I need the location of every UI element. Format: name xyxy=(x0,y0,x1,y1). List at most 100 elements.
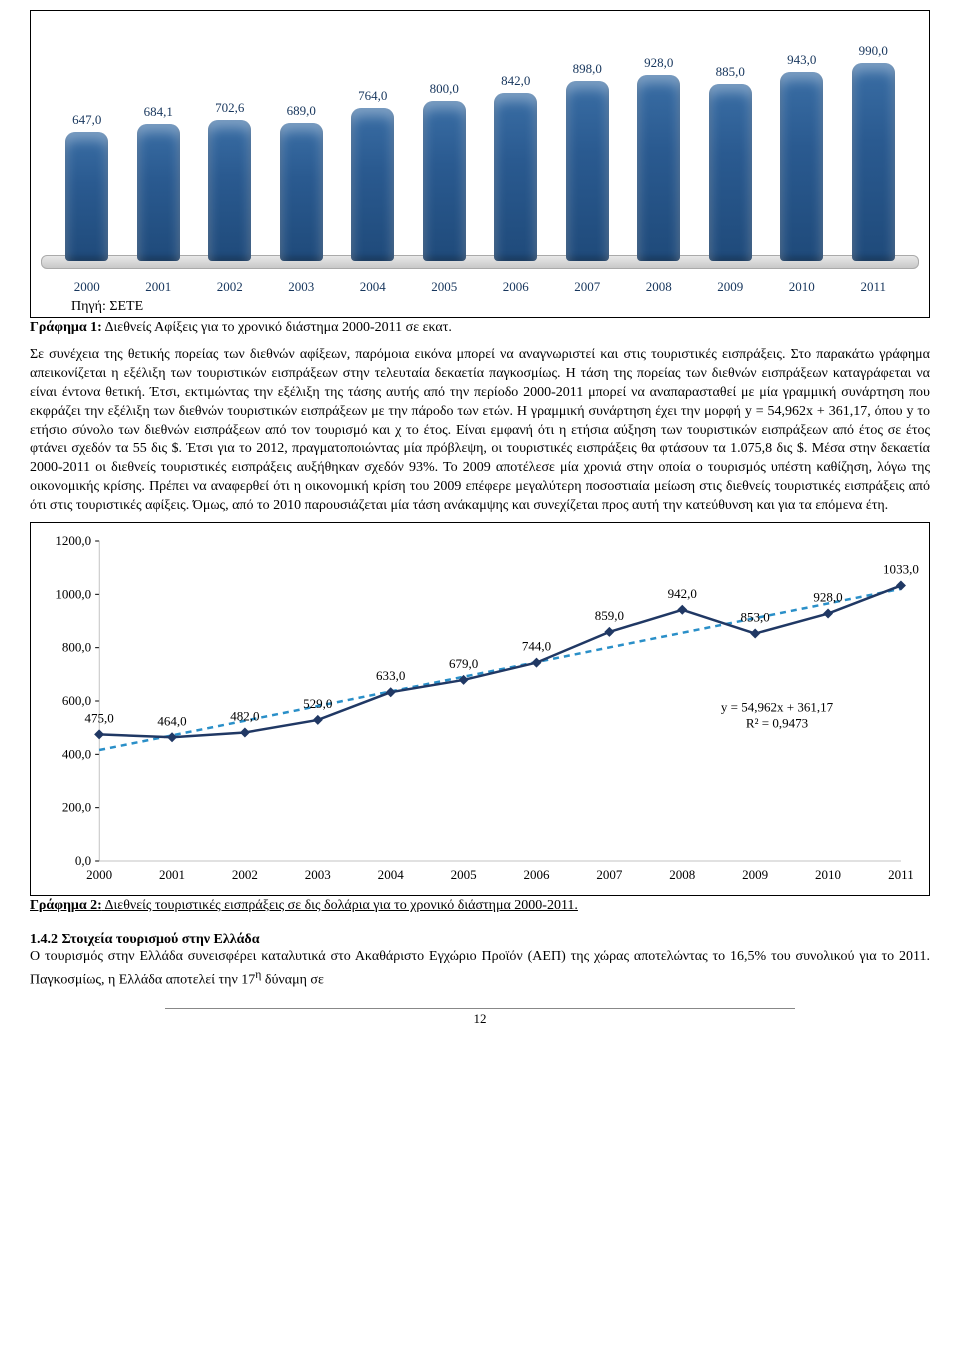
chart-source: Πηγή: ΣΕΤΕ xyxy=(41,299,919,315)
bar-chart-xaxis: 2000200120022003200420052006200720082009… xyxy=(41,279,919,295)
svg-text:200,0: 200,0 xyxy=(62,800,91,815)
svg-text:529,0: 529,0 xyxy=(303,696,332,711)
bar-data-label: 800,0 xyxy=(430,81,459,97)
bar-data-label: 684,1 xyxy=(144,104,173,120)
bar-col: 689,0 xyxy=(266,21,338,261)
svg-text:744,0: 744,0 xyxy=(522,639,551,654)
bar-xtick: 2010 xyxy=(766,279,838,295)
bar-col: 702,6 xyxy=(194,21,266,261)
bar-col: 928,0 xyxy=(623,21,695,261)
bar-xtick: 2005 xyxy=(409,279,481,295)
svg-text:1000,0: 1000,0 xyxy=(55,586,91,601)
bar-rect xyxy=(423,101,466,261)
bar-data-label: 898,0 xyxy=(573,61,602,77)
bar-xtick: 2008 xyxy=(623,279,695,295)
bar-xtick: 2003 xyxy=(266,279,338,295)
bar-col: 885,0 xyxy=(695,21,767,261)
bar-data-label: 885,0 xyxy=(716,64,745,80)
section-heading: 1.4.2 Στοιχεία τουρισμού στην Ελλάδα xyxy=(30,932,930,948)
svg-text:2011: 2011 xyxy=(888,867,914,882)
line-chart-plot: 0,0 200,0 400,0 600,0 800,0 1000,0 1200,0 475,0… xyxy=(39,531,921,891)
svg-text:633,0: 633,0 xyxy=(376,668,405,683)
caption-1-bold: Γράφημα 1: xyxy=(30,320,102,335)
bar-col: 800,0 xyxy=(409,21,481,261)
svg-text:2004: 2004 xyxy=(378,867,405,882)
svg-text:464,0: 464,0 xyxy=(157,713,186,728)
bar-rect xyxy=(780,72,823,261)
bar-xtick: 2011 xyxy=(838,279,910,295)
svg-text:2007: 2007 xyxy=(596,867,623,882)
bar-xtick: 2000 xyxy=(51,279,123,295)
svg-text:482,0: 482,0 xyxy=(230,708,259,723)
page-number: 12 xyxy=(165,1008,795,1027)
bar-col: 764,0 xyxy=(337,21,409,261)
bar-chart-plot: 647,0 684,1 702,6 689,0 764,0 800,0 842,0 898,0… xyxy=(41,21,919,261)
bar-xtick: 2006 xyxy=(480,279,552,295)
bar-xtick: 2002 xyxy=(194,279,266,295)
line-chart-svg: 0,0 200,0 400,0 600,0 800,0 1000,0 1200,0 475,0… xyxy=(39,531,921,891)
bar-col: 684,1 xyxy=(123,21,195,261)
svg-text:2006: 2006 xyxy=(523,867,550,882)
svg-text:859,0: 859,0 xyxy=(595,608,624,623)
section-body-2: δύναμη σε xyxy=(261,973,323,988)
bar-data-label: 689,0 xyxy=(287,103,316,119)
svg-text:y = 54,962x + 361,17: y = 54,962x + 361,17 xyxy=(721,700,834,715)
bar-rect xyxy=(566,81,609,261)
svg-text:853,0: 853,0 xyxy=(741,610,770,625)
svg-text:400,0: 400,0 xyxy=(62,746,91,761)
svg-text:2003: 2003 xyxy=(305,867,331,882)
section-body-1: Ο τουρισμός στην Ελλάδα συνεισφέρει κατα… xyxy=(30,949,930,988)
body-paragraph: Σε συνέχεια της θετικής πορείας των διεθ… xyxy=(30,346,930,516)
svg-text:1033,0: 1033,0 xyxy=(883,562,919,577)
bar-rect xyxy=(280,123,323,261)
bar-col: 943,0 xyxy=(766,21,838,261)
caption-1: Γράφημα 1: Διεθνείς Αφίξεις για το χρονι… xyxy=(30,320,930,336)
bar-col: 898,0 xyxy=(552,21,624,261)
svg-text:942,0: 942,0 xyxy=(668,586,697,601)
svg-text:1200,0: 1200,0 xyxy=(55,533,91,548)
bar-rect xyxy=(852,63,895,261)
bar-xtick: 2007 xyxy=(552,279,624,295)
bar-rect xyxy=(351,108,394,261)
bar-chart-container: 647,0 684,1 702,6 689,0 764,0 800,0 842,0 898,0… xyxy=(30,10,930,318)
bar-rect xyxy=(208,120,251,261)
bar-rect xyxy=(494,93,537,261)
bar-xtick: 2004 xyxy=(337,279,409,295)
bar-data-label: 943,0 xyxy=(787,52,816,68)
bar-col: 842,0 xyxy=(480,21,552,261)
bar-rect xyxy=(137,124,180,261)
caption-2-rest: Διεθνείς τουριστικές εισπράξεις σε δις δ… xyxy=(102,898,578,913)
line-chart-container: 0,0 200,0 400,0 600,0 800,0 1000,0 1200,0 475,0… xyxy=(30,522,930,896)
bar-col: 647,0 xyxy=(51,21,123,261)
bar-data-label: 647,0 xyxy=(72,112,101,128)
caption-2: Γράφημα 2: Διεθνείς τουριστικές εισπράξε… xyxy=(30,898,930,914)
bar-rect xyxy=(709,84,752,261)
svg-text:2005: 2005 xyxy=(451,867,477,882)
svg-text:2010: 2010 xyxy=(815,867,841,882)
svg-text:R² = 0,9473: R² = 0,9473 xyxy=(746,716,808,731)
section-paragraph: Ο τουρισμός στην Ελλάδα συνεισφέρει κατα… xyxy=(30,948,930,990)
svg-text:2009: 2009 xyxy=(742,867,768,882)
bar-data-label: 928,0 xyxy=(644,55,673,71)
bar-xtick: 2001 xyxy=(123,279,195,295)
svg-text:679,0: 679,0 xyxy=(449,656,478,671)
bar-data-label: 842,0 xyxy=(501,73,530,89)
bar-data-label: 990,0 xyxy=(859,43,888,59)
svg-text:2001: 2001 xyxy=(159,867,185,882)
svg-text:475,0: 475,0 xyxy=(84,710,113,725)
svg-text:2002: 2002 xyxy=(232,867,258,882)
svg-text:928,0: 928,0 xyxy=(813,590,842,605)
bar-col: 990,0 xyxy=(838,21,910,261)
svg-text:2008: 2008 xyxy=(669,867,695,882)
caption-1-rest: Διεθνείς Αφίξεις για το χρονικό διάστημα… xyxy=(102,320,452,335)
bar-rect xyxy=(637,75,680,261)
bar-xtick: 2009 xyxy=(695,279,767,295)
svg-text:2000: 2000 xyxy=(86,867,112,882)
bar-rect xyxy=(65,132,108,261)
svg-text:600,0: 600,0 xyxy=(62,693,91,708)
svg-text:800,0: 800,0 xyxy=(62,640,91,655)
caption-2-bold: Γράφημα 2: xyxy=(30,898,102,913)
bar-data-label: 764,0 xyxy=(358,88,387,104)
svg-text:0,0: 0,0 xyxy=(75,853,91,868)
bar-data-label: 702,6 xyxy=(215,100,244,116)
